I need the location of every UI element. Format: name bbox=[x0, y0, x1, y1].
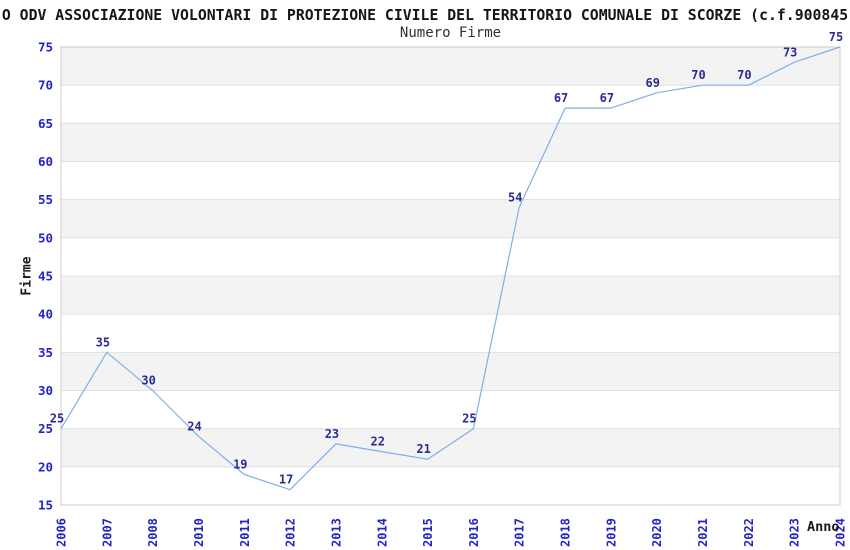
grid-band bbox=[61, 276, 840, 315]
y-tick-label: 65 bbox=[38, 116, 53, 131]
x-tick-label: 2013 bbox=[329, 518, 343, 547]
data-label: 24 bbox=[187, 419, 201, 433]
data-label: 17 bbox=[279, 473, 293, 487]
data-label: 22 bbox=[371, 435, 385, 449]
data-label: 35 bbox=[96, 335, 110, 349]
grid-band bbox=[61, 352, 840, 391]
y-tick-label: 30 bbox=[38, 383, 53, 398]
x-tick-label: 2010 bbox=[192, 518, 206, 547]
x-tick-label: 2011 bbox=[238, 518, 252, 547]
y-tick-label: 15 bbox=[38, 498, 53, 513]
y-tick-label: 60 bbox=[38, 154, 53, 169]
data-label: 21 bbox=[416, 442, 430, 456]
grid-band bbox=[61, 47, 840, 86]
grid-band bbox=[61, 199, 840, 238]
y-tick-label: 40 bbox=[38, 307, 53, 322]
x-tick-label: 2007 bbox=[100, 518, 114, 547]
plot-border bbox=[60, 46, 841, 506]
data-label: 19 bbox=[233, 457, 247, 471]
data-label: 75 bbox=[829, 30, 843, 44]
y-tick-label: 45 bbox=[38, 269, 53, 284]
y-tick-label: 35 bbox=[38, 345, 53, 360]
data-label: 67 bbox=[554, 91, 568, 105]
x-tick-label: 2023 bbox=[788, 518, 802, 547]
y-tick-label: 20 bbox=[38, 459, 53, 474]
x-tick-label: 2008 bbox=[146, 518, 160, 547]
x-tick-label: 2022 bbox=[742, 518, 756, 547]
data-label: 73 bbox=[783, 45, 797, 59]
grid-band bbox=[61, 428, 840, 467]
x-tick-label: 2015 bbox=[421, 518, 435, 547]
data-label: 70 bbox=[691, 68, 705, 82]
data-label: 25 bbox=[50, 412, 64, 426]
x-tick-label: 2006 bbox=[55, 518, 69, 547]
data-label: 67 bbox=[600, 91, 614, 105]
data-label: 69 bbox=[645, 76, 659, 90]
x-tick-label: 2019 bbox=[604, 518, 618, 547]
y-tick-label: 25 bbox=[38, 421, 53, 436]
grid-band bbox=[61, 123, 840, 162]
x-axis-title: Anno bbox=[807, 519, 840, 535]
x-tick-label: 2018 bbox=[559, 518, 573, 547]
chart-title: O ODV ASSOCIAZIONE VOLONTARI DI PROTEZIO… bbox=[1, 7, 849, 24]
x-tick-label: 2012 bbox=[284, 518, 298, 547]
x-tick-label: 2016 bbox=[467, 518, 481, 547]
x-tick-label: 2020 bbox=[650, 518, 664, 547]
data-label: 30 bbox=[141, 374, 155, 388]
x-tick-label: 2017 bbox=[513, 518, 527, 547]
data-label: 25 bbox=[462, 412, 476, 426]
chart-subtitle: Numero Firme bbox=[399, 25, 502, 41]
data-label: 54 bbox=[508, 190, 522, 204]
x-tick-label: 2021 bbox=[696, 518, 710, 547]
y-tick-label: 75 bbox=[38, 40, 53, 55]
y-tick-label: 55 bbox=[38, 192, 53, 207]
x-tick-label: 2014 bbox=[375, 518, 389, 547]
data-label: 23 bbox=[325, 427, 339, 441]
x-tick-label: 2024 bbox=[834, 518, 848, 547]
y-tick-label: 70 bbox=[38, 78, 53, 93]
y-axis-title: Firme bbox=[19, 256, 35, 296]
data-label: 70 bbox=[737, 68, 751, 82]
y-tick-label: 50 bbox=[38, 230, 53, 245]
series-line bbox=[60, 46, 841, 491]
